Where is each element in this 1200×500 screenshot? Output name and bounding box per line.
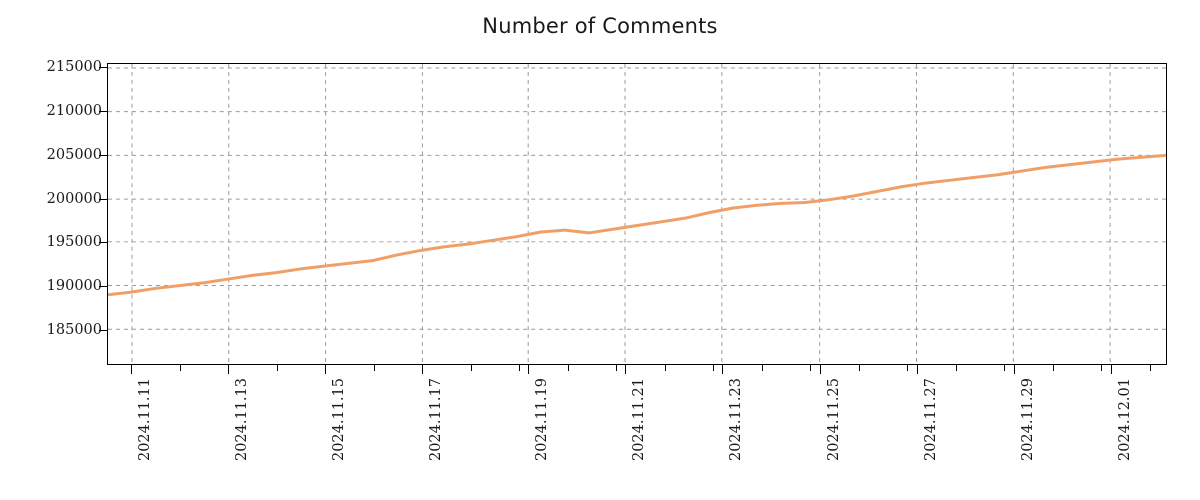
y-axis-tick-mark bbox=[99, 155, 107, 156]
x-axis-tick-mark bbox=[722, 365, 723, 374]
x-axis-tick-label-text: 2024.11.11 bbox=[137, 378, 153, 462]
x-axis-tick-label: 2024.11.11 bbox=[137, 378, 153, 461]
x-axis-tick-label: 2024.11.17 bbox=[428, 378, 444, 461]
x-axis-tick-label-text: 2024.11.15 bbox=[331, 378, 347, 462]
x-axis-tick-mark bbox=[228, 365, 229, 374]
x-axis-minor-tick-mark bbox=[1149, 365, 1151, 371]
x-axis-tick-label-text: 2024.11.21 bbox=[631, 378, 647, 462]
plot-area bbox=[107, 63, 1167, 365]
x-axis-minor-tick-mark bbox=[713, 365, 714, 371]
x-axis-tick-label-text: 2024.11.23 bbox=[728, 378, 744, 462]
x-axis-tick-mark bbox=[917, 365, 918, 374]
x-axis-tick-mark bbox=[820, 365, 821, 374]
gridlines bbox=[108, 64, 1166, 364]
series-number-of-comments bbox=[108, 155, 1166, 294]
x-axis-minor-tick-mark bbox=[1004, 365, 1005, 371]
x-axis-tick-label: 2024.11.19 bbox=[534, 378, 550, 461]
x-axis-tick-label-text: 2024.11.27 bbox=[923, 378, 939, 462]
x-axis-tick-label: 2024.11.27 bbox=[923, 378, 939, 461]
y-axis-tick-mark bbox=[99, 111, 107, 112]
x-axis-tick-mark bbox=[325, 365, 326, 374]
x-axis-tick-label-text: 2024.11.19 bbox=[534, 378, 550, 462]
y-axis-tick-mark bbox=[99, 67, 107, 68]
x-axis-tick-label: 2024.11.23 bbox=[728, 378, 744, 461]
x-axis-minor-tick-mark bbox=[373, 365, 375, 371]
x-axis-tick-label: 2024.11.25 bbox=[826, 378, 842, 461]
x-axis-tick-mark bbox=[422, 365, 423, 374]
x-axis-tick-label-text: 2024.11.25 bbox=[826, 378, 842, 462]
x-axis-minor-tick-mark bbox=[276, 365, 278, 371]
y-axis-tick-mark bbox=[99, 199, 107, 200]
x-axis-minor-tick-mark bbox=[470, 365, 472, 371]
y-axis-tick-label: 215000 bbox=[46, 59, 102, 75]
x-axis-tick-label: 2024.11.29 bbox=[1020, 378, 1036, 461]
x-axis-tick-label-text: 2024.11.13 bbox=[234, 378, 250, 462]
x-axis-tick-label: 2024.11.21 bbox=[631, 378, 647, 461]
y-axis-tick-label: 190000 bbox=[46, 278, 102, 294]
x-axis-minor-tick-mark bbox=[761, 365, 763, 371]
chart-title: Number of Comments bbox=[482, 14, 718, 38]
y-axis-tick-label: 205000 bbox=[46, 147, 102, 163]
x-axis-tick-label: 2024.12.01 bbox=[1117, 378, 1133, 461]
x-axis-minor-tick-mark bbox=[664, 365, 666, 371]
x-axis-tick-mark bbox=[528, 365, 529, 374]
y-axis-tick-label: 185000 bbox=[46, 322, 102, 338]
x-axis-minor-tick-mark bbox=[907, 365, 908, 371]
x-axis-tick-mark bbox=[1111, 365, 1112, 374]
x-axis-minor-tick-mark bbox=[179, 365, 181, 371]
x-axis-tick-mark bbox=[625, 365, 626, 374]
x-axis-tick-mark bbox=[1014, 365, 1015, 374]
x-axis-minor-tick-mark bbox=[1052, 365, 1054, 371]
y-axis-tick-label: 195000 bbox=[46, 234, 102, 250]
x-axis-minor-tick-mark bbox=[955, 365, 957, 371]
x-axis-minor-tick-mark bbox=[1101, 365, 1102, 371]
x-axis-minor-tick-mark bbox=[567, 365, 569, 371]
data-series-line bbox=[108, 64, 1166, 364]
x-axis-tick-mark bbox=[131, 365, 132, 374]
y-axis-tick-label: 210000 bbox=[46, 103, 102, 119]
x-axis-tick-label: 2024.11.13 bbox=[234, 378, 250, 461]
y-axis-tick-mark bbox=[99, 242, 107, 243]
y-axis-tick-label: 200000 bbox=[46, 191, 102, 207]
y-axis-tick-mark bbox=[99, 286, 107, 287]
y-axis-tick-mark bbox=[99, 330, 107, 331]
x-axis-minor-tick-mark bbox=[858, 365, 860, 371]
x-axis-tick-label-text: 2024.12.01 bbox=[1117, 378, 1133, 462]
x-axis-tick-label-text: 2024.11.17 bbox=[428, 378, 444, 462]
x-axis-minor-tick-mark bbox=[810, 365, 811, 371]
x-axis-tick-label-text: 2024.11.29 bbox=[1020, 378, 1036, 462]
x-axis-tick-label: 2024.11.15 bbox=[331, 378, 347, 461]
x-axis-minor-tick-mark bbox=[616, 365, 617, 371]
x-axis-minor-tick-mark bbox=[519, 365, 520, 371]
